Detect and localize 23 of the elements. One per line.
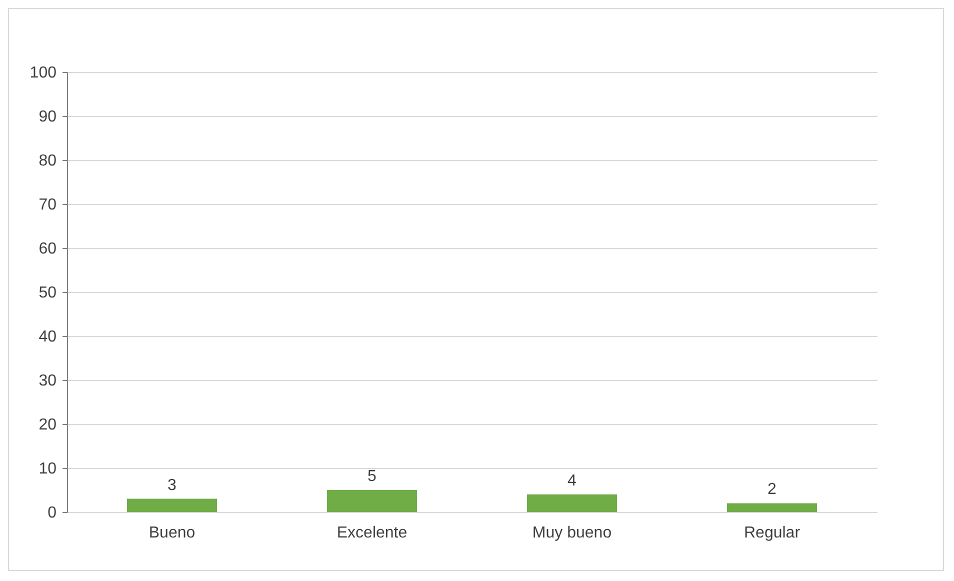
y-tick-label: 0 xyxy=(48,504,57,522)
y-tick-label: 100 xyxy=(30,64,57,82)
y-tick-label: 20 xyxy=(38,416,57,434)
data-label: 3 xyxy=(168,476,177,494)
data-label: 4 xyxy=(568,472,577,490)
data-label: 2 xyxy=(768,481,777,498)
y-tick-label: 50 xyxy=(38,284,57,302)
y-tick-label: 30 xyxy=(38,372,57,390)
y-tick-label: 40 xyxy=(38,328,57,346)
y-tick-label: 10 xyxy=(38,460,57,478)
x-tick-label: Regular xyxy=(744,524,801,542)
data-label: 5 xyxy=(368,468,377,485)
y-tick-label: 60 xyxy=(38,240,57,258)
y-tick-label: 70 xyxy=(38,196,57,214)
x-tick-label: Excelente xyxy=(336,524,408,542)
x-tick-label: Bueno xyxy=(148,524,196,542)
bar xyxy=(127,498,217,512)
y-tick-label: 90 xyxy=(38,108,57,126)
bar xyxy=(727,503,817,512)
bar xyxy=(327,490,417,512)
bar xyxy=(527,494,617,512)
x-tick-label: Muy bueno xyxy=(532,524,612,542)
y-tick-label: 80 xyxy=(38,152,57,170)
